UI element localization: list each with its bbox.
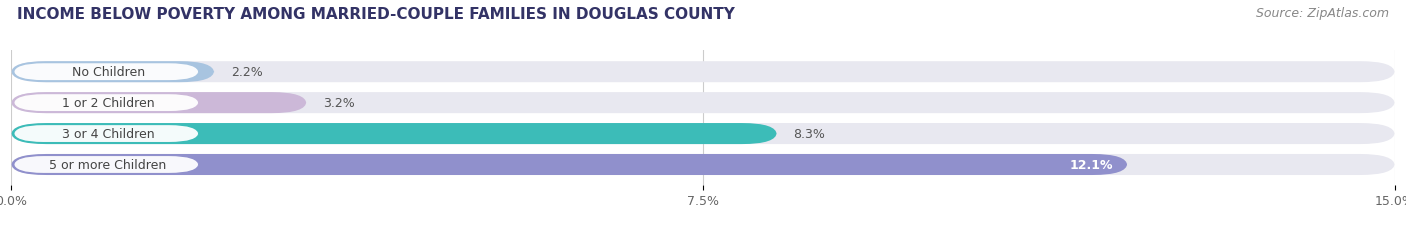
FancyBboxPatch shape [14, 126, 198, 142]
FancyBboxPatch shape [14, 64, 198, 81]
FancyBboxPatch shape [11, 93, 1395, 114]
FancyBboxPatch shape [11, 124, 1395, 144]
FancyBboxPatch shape [14, 156, 198, 173]
FancyBboxPatch shape [11, 154, 1128, 175]
Text: 5 or more Children: 5 or more Children [49, 158, 167, 171]
Text: 1 or 2 Children: 1 or 2 Children [62, 97, 155, 110]
FancyBboxPatch shape [14, 95, 198, 112]
FancyBboxPatch shape [11, 154, 1395, 175]
Text: 12.1%: 12.1% [1070, 158, 1114, 171]
FancyBboxPatch shape [11, 124, 776, 144]
Text: 3 or 4 Children: 3 or 4 Children [62, 128, 155, 140]
FancyBboxPatch shape [11, 62, 1395, 83]
Text: 2.2%: 2.2% [231, 66, 263, 79]
FancyBboxPatch shape [11, 93, 307, 114]
Text: INCOME BELOW POVERTY AMONG MARRIED-COUPLE FAMILIES IN DOUGLAS COUNTY: INCOME BELOW POVERTY AMONG MARRIED-COUPL… [17, 7, 735, 22]
FancyBboxPatch shape [11, 62, 214, 83]
Text: No Children: No Children [72, 66, 145, 79]
Text: 3.2%: 3.2% [323, 97, 354, 110]
Text: Source: ZipAtlas.com: Source: ZipAtlas.com [1256, 7, 1389, 20]
Text: 8.3%: 8.3% [793, 128, 825, 140]
